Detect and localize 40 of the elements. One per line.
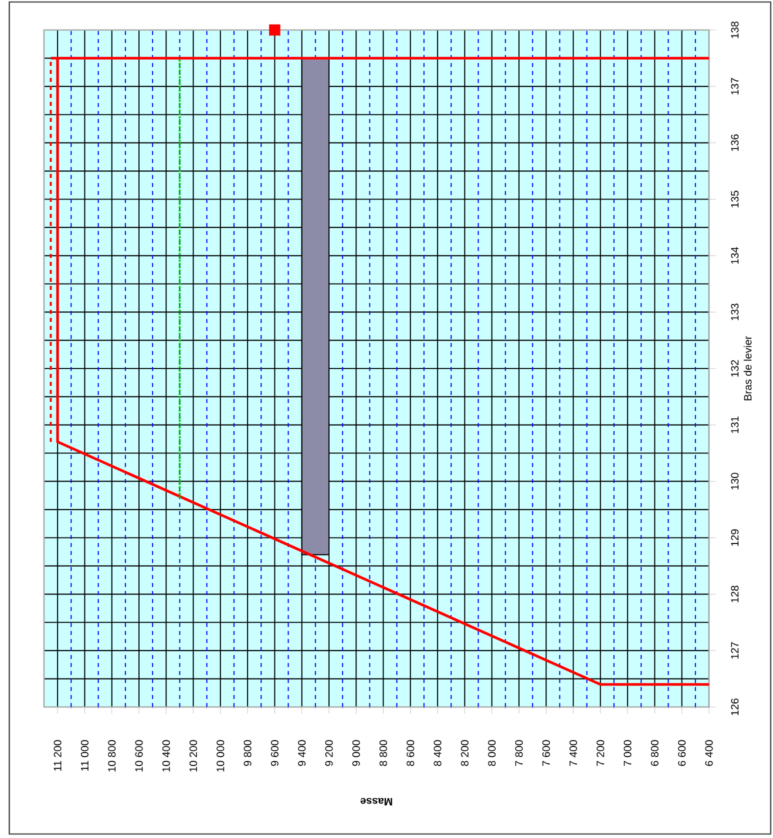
y-tick-label: 127	[731, 642, 738, 659]
y-tick-label: 134	[731, 247, 739, 264]
x-tick-label: 6 800	[650, 740, 658, 766]
x-tick-label: 7 200	[596, 740, 604, 766]
x-tick-label: 6 400	[705, 740, 713, 766]
x-tick-label: 8 600	[406, 740, 414, 766]
x-tick-label: 9 400	[298, 740, 306, 766]
y-tick-label: 129	[731, 529, 739, 546]
x-tick-label: 8 000	[488, 740, 496, 766]
x-tick-label: 8 400	[434, 740, 442, 766]
y-tick-label: 133	[731, 304, 739, 320]
x-tick-label: 7 800	[515, 740, 523, 766]
y-axis-title: Bras de levier	[744, 336, 752, 400]
x-tick-label: 6 600	[678, 740, 686, 766]
x-tick-label: 9 800	[244, 740, 252, 766]
x-tick-label: 8 800	[380, 740, 388, 766]
x-tick-label: 10 000	[216, 740, 224, 772]
y-tick-label: 126	[731, 698, 739, 716]
x-tick-label: 9 200	[325, 740, 333, 766]
y-tick-label: 136	[731, 134, 739, 151]
x-tick-label: 7 000	[624, 740, 632, 766]
y-tick-label: 137	[731, 78, 739, 94]
x-tick-label: 9 600	[270, 740, 278, 766]
x-tick-label: 9 000	[352, 740, 360, 766]
y-tick-label: 138	[731, 22, 739, 38]
y-tick-label: 131	[731, 416, 739, 433]
x-tick-label: 7 400	[570, 740, 578, 766]
y-tick-label: 132	[731, 360, 739, 377]
y-tick-label: 135	[731, 190, 739, 208]
x-tick-label: 10 400	[162, 740, 170, 772]
x-tick-label: 11 000	[80, 740, 88, 771]
x-axis-title: Masse	[360, 798, 392, 806]
y-tick-label: 128	[731, 586, 739, 602]
x-tick-label: 10 800	[108, 740, 116, 772]
y-tick-label: 130	[731, 472, 739, 490]
x-tick-label: 8 200	[460, 740, 468, 766]
x-tick-label: 11 200	[54, 740, 62, 771]
x-tick-label: 10 600	[135, 740, 143, 772]
x-tick-label: 7 600	[542, 740, 550, 766]
x-tick-label: 10 200	[190, 740, 198, 772]
